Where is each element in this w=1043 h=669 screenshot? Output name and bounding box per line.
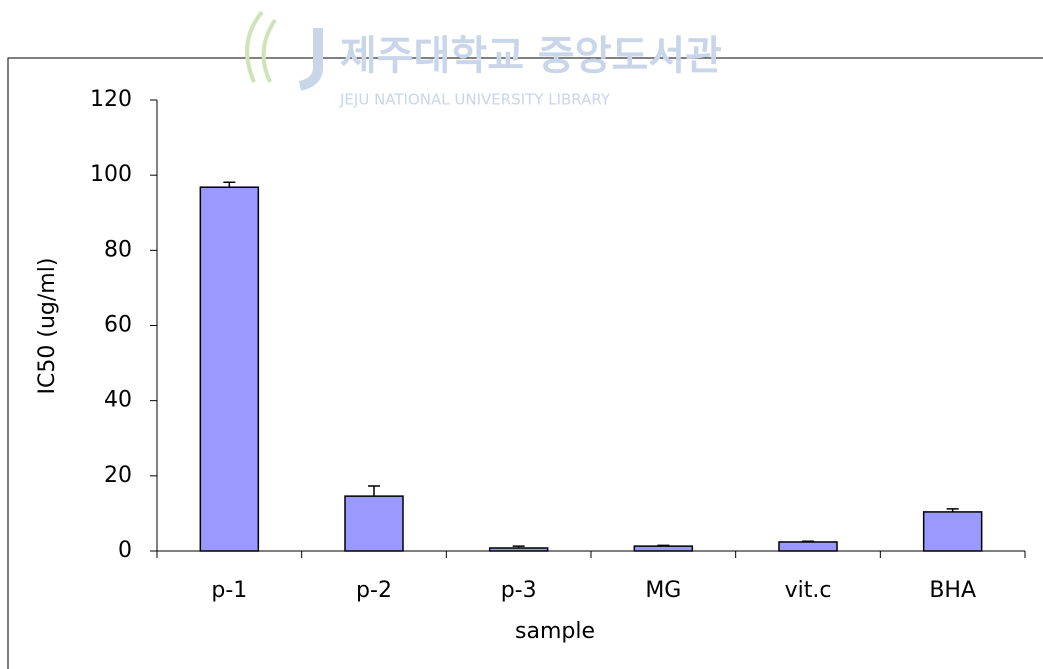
y-axis-label: IC50 (ug/ml) [35,258,60,395]
watermark-title: 제주대학교 중앙도서관 [340,33,722,79]
bar [633,545,694,552]
x-tick-label: p-1 [211,578,247,603]
y-tick-label: 60 [104,313,132,338]
y-tick-label: 120 [90,87,132,112]
error-bar [946,508,959,512]
y-tick-label: 80 [104,237,132,262]
error-bar [368,485,380,497]
bar [488,547,549,552]
watermark-subtitle: JEJU NATIONAL UNIVERSITY LIBRARY [339,91,611,109]
error-bar [223,181,236,188]
y-tick-label: 100 [90,162,132,187]
x-tick-label: p-2 [356,578,392,603]
error-bar [512,545,525,548]
x-tick-label: vit.c [785,578,832,603]
error-bar [657,544,670,547]
y-tick-label: 20 [104,463,132,488]
x-tick-label: p-3 [501,578,537,603]
y-tick-label: 0 [118,538,132,563]
bar [922,511,983,552]
bar [199,186,260,552]
watermark-logo-j [298,28,323,91]
x-tick-label: BHA [929,578,976,603]
x-axis-label: sample [515,619,595,644]
error-bar [802,540,814,542]
y-tick-label: 40 [104,388,132,413]
bar [778,541,838,552]
x-tick-label: MG [645,578,681,603]
watermark-logo [245,10,277,83]
chart-frame [7,57,1043,669]
bar [344,495,404,552]
